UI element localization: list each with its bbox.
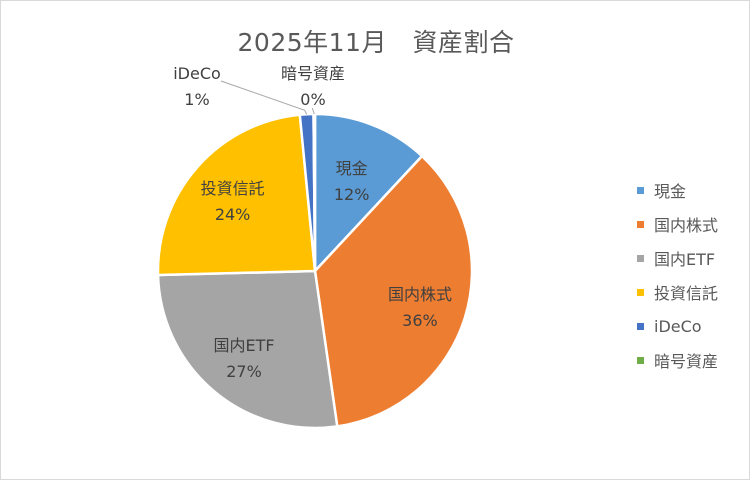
legend-swatch-ideco — [637, 322, 644, 330]
legend-label-ideco: iDeCo — [654, 316, 702, 336]
data-label-crypto-name: 暗号資産 — [281, 64, 345, 83]
data-label-crypto-value: 0% — [300, 90, 325, 109]
legend: 現金 国内株式 国内ETF 投資信託 iDeCo 暗号資産 — [637, 173, 718, 377]
legend-label-crypto: 暗号資産 — [654, 352, 719, 371]
legend-item-ideco: iDeCo — [637, 309, 718, 343]
data-label-ideco-name: iDeCo — [173, 64, 221, 83]
legend-label-cash: 現金 — [654, 182, 687, 201]
legend-item-investment-trust: 投資信託 — [637, 275, 718, 309]
pie-slice-domestic-etf — [156, 269, 339, 430]
data-label-cash-name: 現金 — [336, 159, 368, 178]
leader-line-ideco — [220, 80, 308, 115]
data-label-domestic-stocks-value: 36% — [402, 311, 438, 330]
data-label-domestic-etf-value: 27% — [226, 362, 262, 381]
legend-label-domestic-stocks: 国内株式 — [654, 216, 719, 235]
chart-title: 2025年11月 資産割合 — [237, 28, 515, 57]
legend-item-cash: 現金 — [637, 173, 718, 207]
legend-swatch-crypto — [637, 356, 644, 364]
pie-slice-cash — [313, 112, 424, 273]
data-label-domestic-stocks-name: 国内株式 — [388, 285, 452, 304]
pie-slice-domestic-stocks — [313, 154, 474, 428]
legend-label-domestic-etf: 国内ETF — [654, 250, 716, 269]
data-label-ideco-value: 1% — [184, 90, 209, 109]
legend-swatch-investment-trust — [637, 288, 644, 296]
data-label-investment-trust-value: 24% — [215, 205, 251, 224]
legend-swatch-domestic-stocks — [637, 220, 644, 228]
leader-line-crypto — [311, 107, 315, 115]
data-label-domestic-etf-name: 国内ETF — [213, 336, 274, 355]
legend-label-investment-trust: 投資信託 — [654, 284, 719, 303]
legend-item-domestic-etf: 国内ETF — [637, 241, 718, 275]
legend-swatch-domestic-etf — [637, 254, 644, 262]
legend-item-crypto: 暗号資産 — [637, 343, 718, 377]
pie-slice-investment-trust — [156, 113, 317, 277]
legend-swatch-cash — [637, 186, 644, 194]
legend-item-domestic-stocks: 国内株式 — [637, 207, 718, 241]
pie-slice-crypto — [312, 112, 317, 273]
data-label-cash-value: 12% — [334, 185, 370, 204]
data-label-investment-trust-name: 投資信託 — [201, 179, 265, 198]
